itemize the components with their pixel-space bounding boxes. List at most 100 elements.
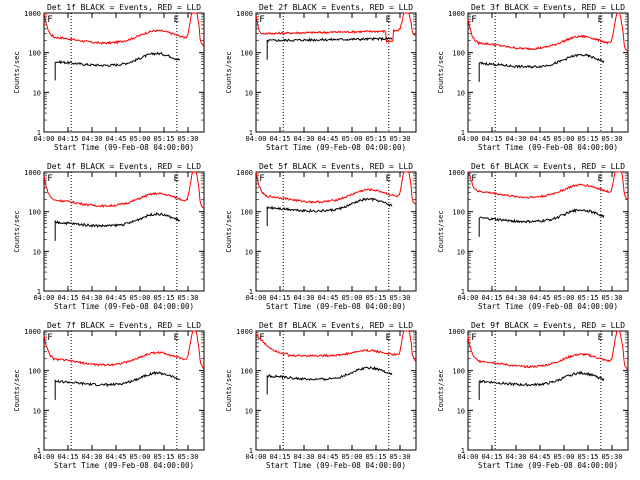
x-tick-label: 04:15 (269, 135, 290, 143)
x-tick-label: 04:15 (269, 453, 290, 461)
x-tick-label: 04:00 (457, 453, 478, 461)
panel-title: Det 5f BLACK = Events, RED = LLD (259, 162, 413, 171)
marker-label-e: E (386, 15, 391, 25)
x-tick-label: 05:30 (177, 135, 198, 143)
x-tick-label: 04:45 (529, 453, 550, 461)
x-tick-label: 04:30 (81, 294, 102, 302)
y-tick-label: 10 (245, 407, 253, 415)
detector-panel-8: Det 8f BLACK = Events, RED = LLD 1 10 100 10… (225, 321, 417, 470)
y-tick-label: 1 (249, 447, 253, 455)
events-series-line (478, 208, 605, 237)
x-tick-label: 04:15 (57, 453, 78, 461)
x-tick-label: 04:00 (457, 294, 478, 302)
y-tick-label: 10 (245, 248, 253, 256)
x-tick-label: 05:15 (153, 294, 174, 302)
x-tick-label: 04:30 (81, 135, 102, 143)
x-tick-label: 05:15 (365, 453, 386, 461)
y-tick-label: 1000 (24, 10, 41, 18)
detector-panel-7: Det 7f BLACK = Events, RED = LLD 1 10 100 10… (13, 321, 205, 470)
x-tick-label: 04:00 (33, 453, 54, 461)
x-tick-label: 05:15 (577, 135, 598, 143)
y-tick-label: 1 (461, 288, 465, 296)
lld-series-line (255, 171, 417, 206)
lld-series-line (43, 12, 205, 48)
plot-frame (255, 171, 417, 292)
detector-panel-6: Det 6f BLACK = Events, RED = LLD 1 10 100 10… (437, 162, 629, 311)
detector-panel-9: Det 9f BLACK = Events, RED = LLD 1 10 100 10… (437, 321, 629, 470)
marker-label-e: E (598, 333, 603, 343)
events-series-line (266, 365, 393, 395)
x-tick-label: 05:30 (177, 294, 198, 302)
x-tick-label: 04:15 (57, 135, 78, 143)
plot-frame (43, 12, 205, 133)
x-tick-label: 04:15 (481, 135, 502, 143)
x-axis-label: Start Time (09-Feb-08 04:00:00) (266, 302, 406, 311)
y-tick-label: 1000 (236, 328, 253, 336)
y-tick-label: 10 (457, 89, 465, 97)
x-tick-label: 04:45 (317, 135, 338, 143)
lld-series-line (43, 171, 205, 209)
y-tick-label: 10 (33, 89, 41, 97)
y-tick-label: 1 (37, 447, 41, 455)
y-axis-label: Counts/sec (437, 51, 445, 93)
events-series-line (478, 53, 605, 82)
plot-frame (467, 12, 629, 133)
y-tick-label: 1000 (24, 169, 41, 177)
marker-label-f: F (47, 15, 52, 25)
x-tick-label: 04:00 (245, 135, 266, 143)
y-tick-label: 100 (452, 50, 465, 58)
marker-label-f: F (471, 174, 476, 184)
marker-label-e: E (174, 15, 179, 25)
y-axis-label: Counts/sec (437, 210, 445, 252)
marker-label-e: E (386, 174, 391, 184)
x-tick-label: 04:00 (245, 294, 266, 302)
x-tick-label: 04:30 (81, 453, 102, 461)
x-tick-label: 05:30 (601, 453, 622, 461)
lld-series-line (468, 171, 629, 201)
x-axis-label: Start Time (09-Feb-08 04:00:00) (478, 143, 618, 152)
panel-title: Det 6f BLACK = Events, RED = LLD (471, 162, 625, 171)
events-series-line (54, 370, 181, 400)
y-axis-label: Counts/sec (225, 210, 233, 252)
x-tick-label: 05:30 (389, 453, 410, 461)
y-tick-label: 100 (240, 368, 253, 376)
x-tick-label: 05:00 (341, 135, 362, 143)
x-tick-label: 04:30 (505, 135, 526, 143)
x-tick-label: 04:15 (481, 294, 502, 302)
marker-label-e: E (598, 174, 603, 184)
plot-frame (43, 171, 205, 292)
x-tick-label: 04:15 (57, 294, 78, 302)
x-tick-label: 05:00 (129, 135, 150, 143)
x-tick-label: 04:30 (293, 294, 314, 302)
panel-title: Det 3f BLACK = Events, RED = LLD (471, 3, 625, 12)
plot-frame (467, 171, 629, 292)
x-tick-label: 05:15 (153, 135, 174, 143)
panel-title: Det 8f BLACK = Events, RED = LLD (259, 321, 413, 330)
lld-series-line (255, 12, 417, 44)
y-tick-label: 100 (240, 209, 253, 217)
marker-label-f: F (47, 333, 52, 343)
x-tick-label: 05:00 (553, 453, 574, 461)
x-axis-label: Start Time (09-Feb-08 04:00:00) (54, 143, 194, 152)
x-axis-label: Start Time (09-Feb-08 04:00:00) (266, 143, 406, 152)
y-axis-label: Counts/sec (437, 369, 445, 411)
y-tick-label: 10 (245, 89, 253, 97)
y-axis-label: Counts/sec (13, 369, 21, 411)
x-tick-label: 04:30 (505, 294, 526, 302)
detector-panel-3: Det 3f BLACK = Events, RED = LLD 1 10 100 10… (437, 3, 629, 152)
y-tick-label: 100 (28, 50, 41, 58)
events-series-line (266, 197, 393, 227)
detector-panel-2: Det 2f BLACK = Events, RED = LLD 1 10 100 10… (225, 3, 417, 152)
x-tick-label: 04:30 (293, 453, 314, 461)
y-axis-label: Counts/sec (225, 51, 233, 93)
x-tick-label: 04:45 (105, 294, 126, 302)
y-tick-label: 1 (37, 129, 41, 137)
detector-panel-4: Det 4f BLACK = Events, RED = LLD 1 10 100 10… (13, 162, 205, 311)
x-tick-label: 05:30 (601, 294, 622, 302)
plot-frame (255, 12, 417, 133)
marker-label-f: F (471, 15, 476, 25)
y-axis-label: Counts/sec (13, 51, 21, 93)
x-tick-label: 05:15 (153, 453, 174, 461)
events-series-line (54, 51, 181, 81)
